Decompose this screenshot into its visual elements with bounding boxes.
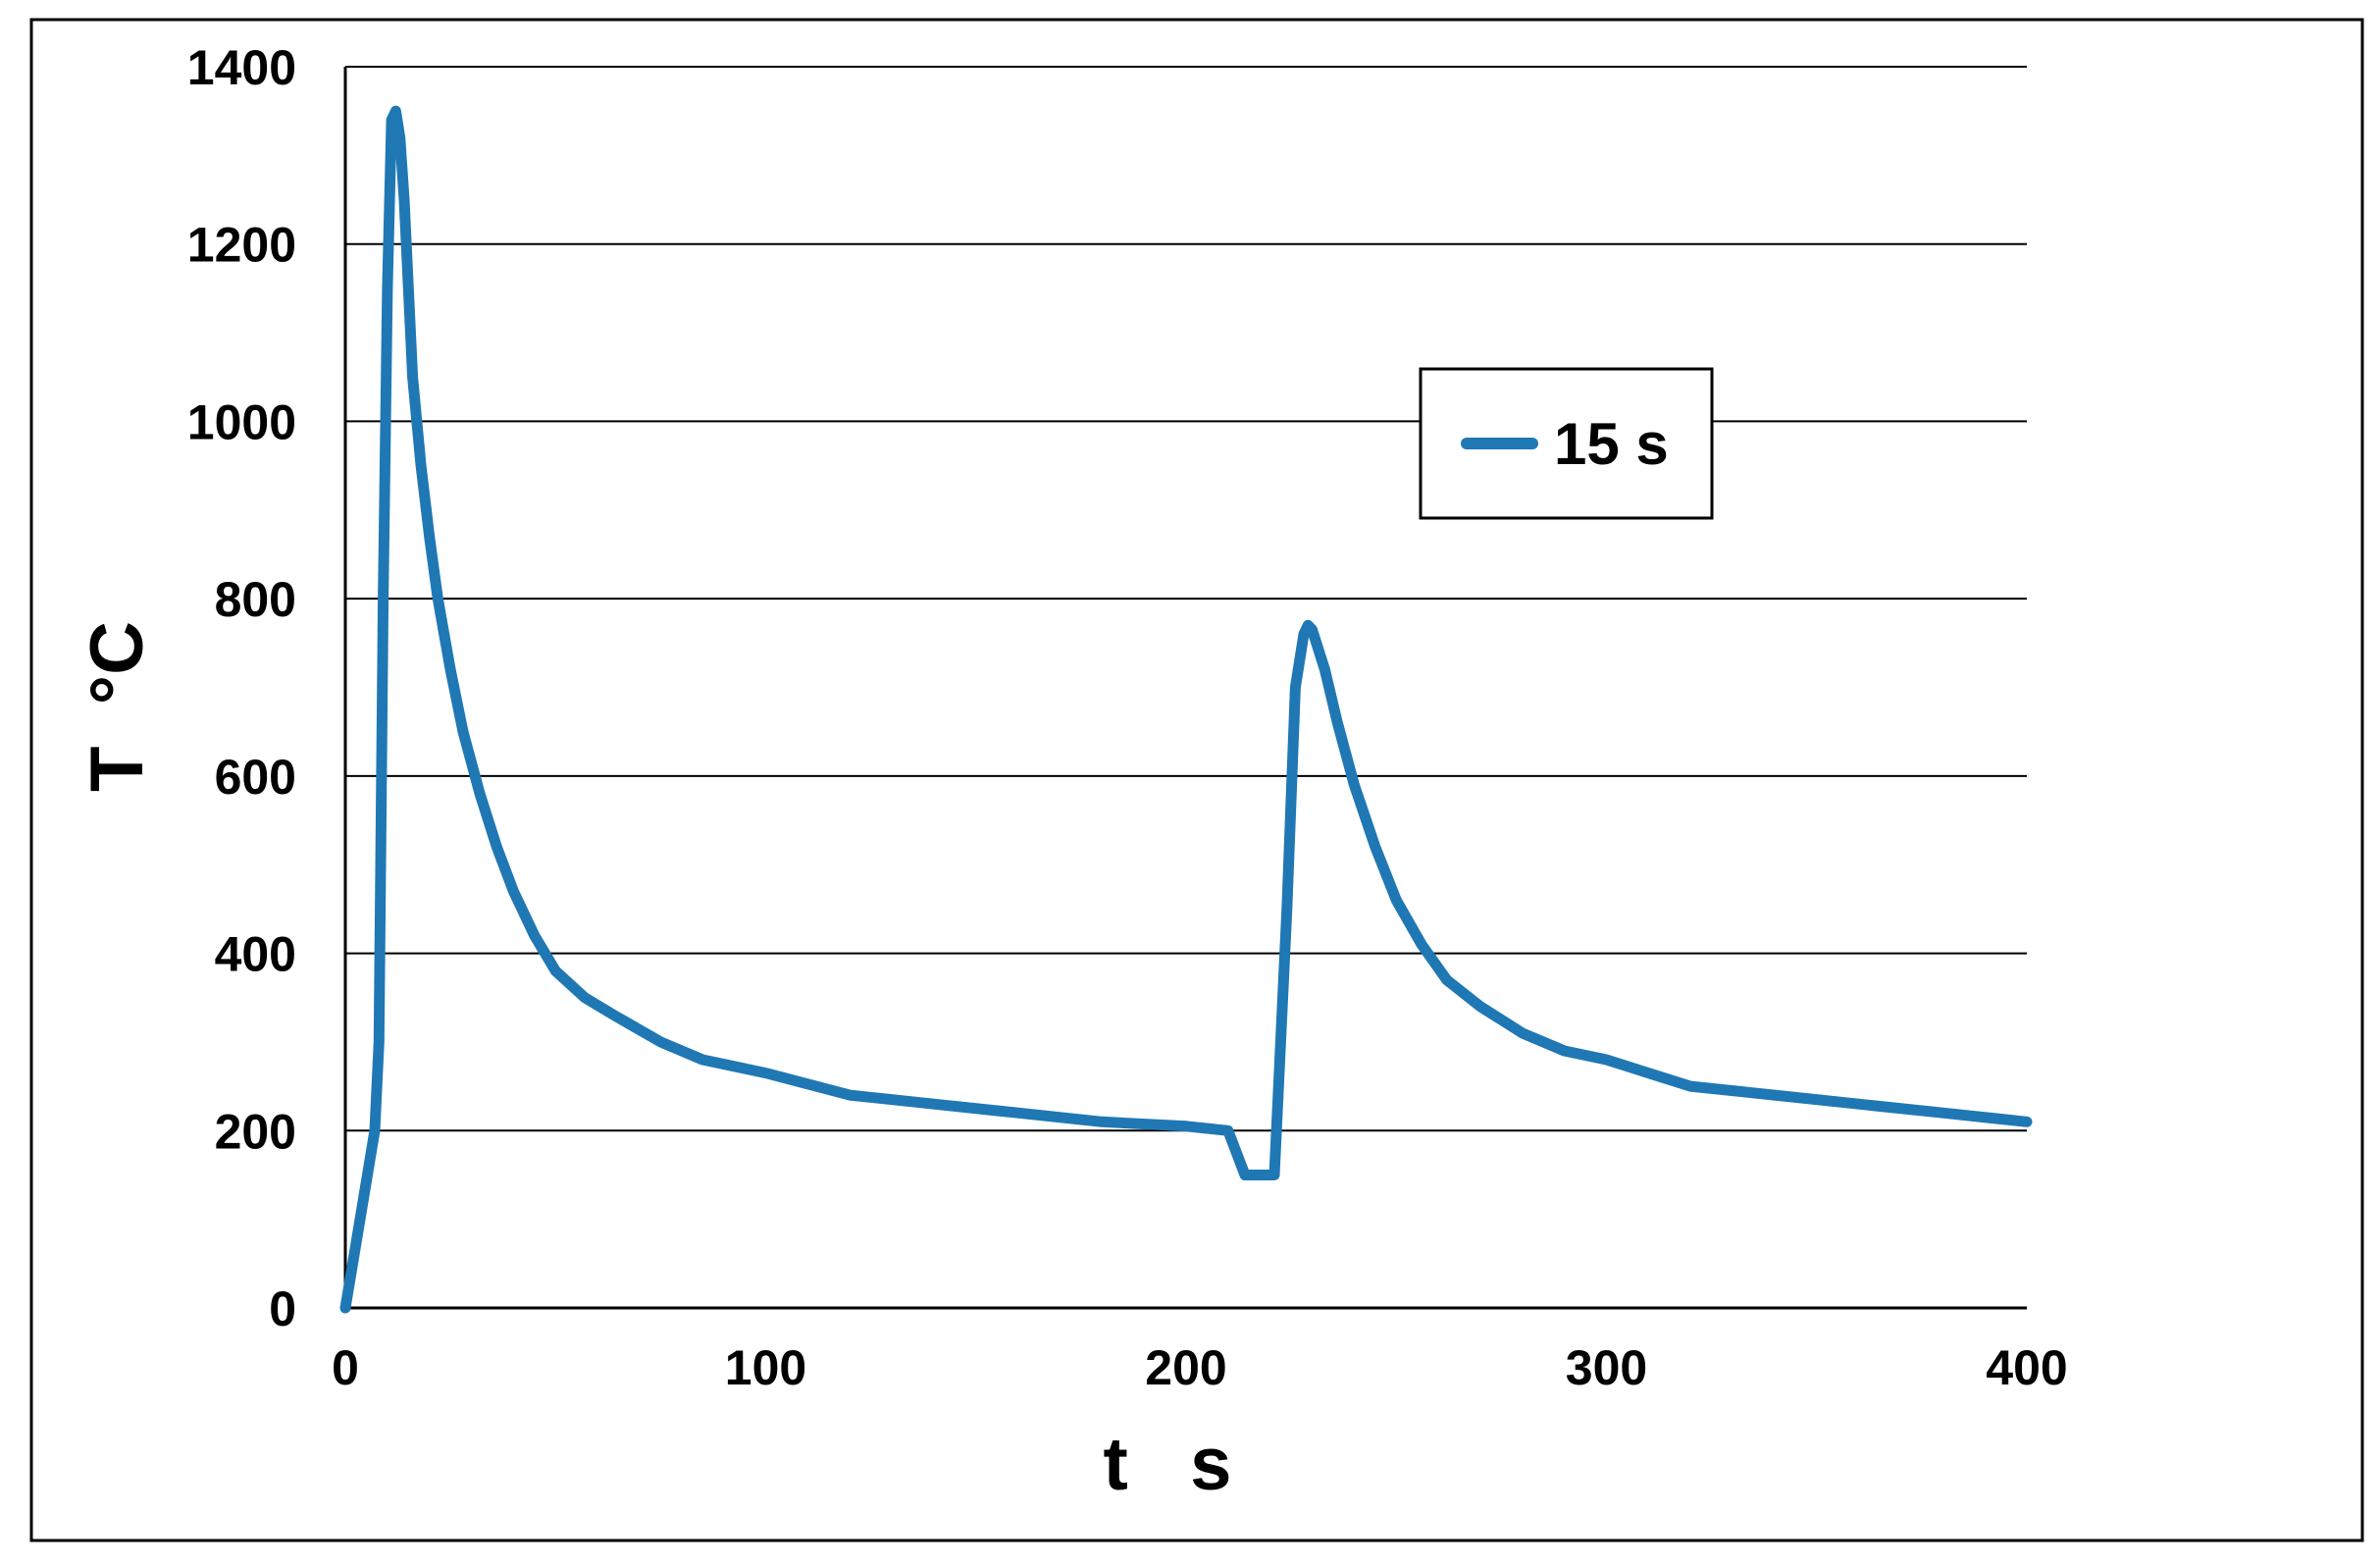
y-tick-label: 1400 xyxy=(187,40,296,95)
y-tick-labels: 0 200 400 600 800 1000 1200 1400 xyxy=(187,40,296,1336)
series-line xyxy=(339,105,2033,1314)
legend: 15 s xyxy=(1419,367,1714,520)
series-layer xyxy=(339,105,2033,1314)
x-tick-label: 300 xyxy=(1566,1340,1647,1395)
y-tick-label: 800 xyxy=(215,572,296,627)
legend-label: 15 s xyxy=(1554,411,1669,477)
y-tick-label: 400 xyxy=(215,927,296,982)
x-tick-label: 0 xyxy=(332,1340,359,1395)
y-tick-label: 1200 xyxy=(187,218,296,273)
x-tick-label: 100 xyxy=(725,1340,806,1395)
y-tick-label: 0 xyxy=(269,1281,296,1336)
x-tick-labels: 0 100 200 300 400 xyxy=(332,1340,2068,1395)
x-tick-label: 400 xyxy=(1986,1340,2067,1395)
y-tick-label: 1000 xyxy=(187,394,296,449)
y-tick-label: 600 xyxy=(215,750,296,805)
y-axis-title: T °C xyxy=(76,621,159,792)
x-tick-label: 200 xyxy=(1145,1340,1226,1395)
x-axis-title: t s xyxy=(1104,1423,1232,1506)
y-tick-label: 200 xyxy=(215,1104,296,1159)
chart-frame xyxy=(29,18,2364,1542)
gridlines xyxy=(345,66,2027,1132)
